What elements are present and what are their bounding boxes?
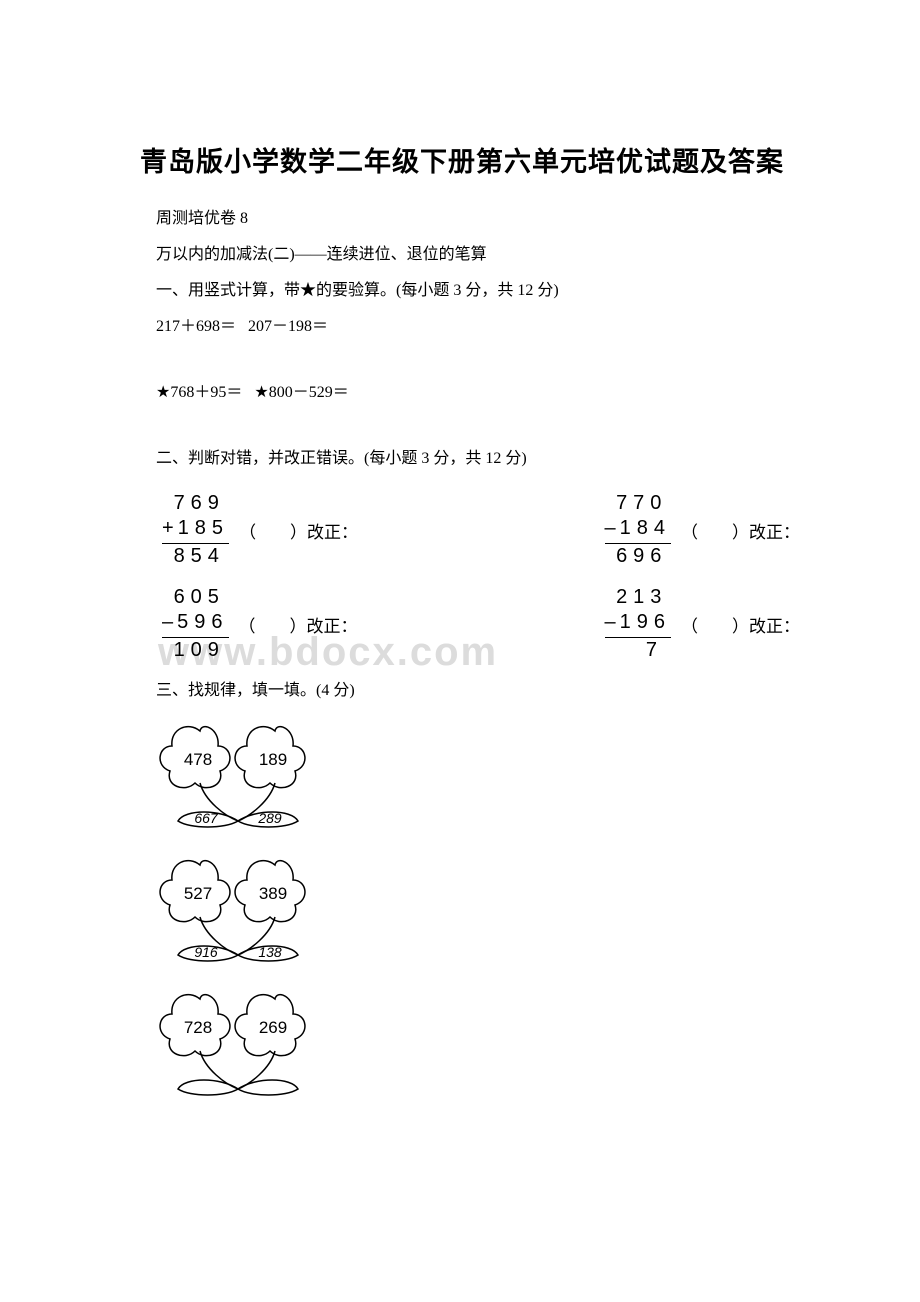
question-1-row-1: 217＋698＝ 207－198＝ bbox=[140, 311, 800, 343]
flower-diagram-2: 527 389 916 138 bbox=[150, 855, 800, 975]
vcalc-1-r1: 769 bbox=[162, 491, 229, 516]
subtitle-line-2: 万以内的加减法(二)——连续进位、退位的笔算 bbox=[140, 239, 800, 271]
page-title: 青岛版小学数学二年级下册第六单元培优试题及答案 bbox=[140, 140, 800, 179]
vcalc-1: 769 +185 854 bbox=[162, 491, 229, 569]
section-3-header: 三、找规律，填一填。(4 分) bbox=[140, 675, 800, 707]
subtitle-line-1: 周测培优卷 8 bbox=[140, 203, 800, 235]
flower1-lleft: 667 bbox=[194, 810, 219, 826]
vcalc-4-r3: 7 bbox=[605, 638, 672, 663]
paren-label-3: （ ）改正： bbox=[239, 612, 358, 637]
q1d: ★800－529＝ bbox=[254, 384, 348, 401]
flower-svg-1: 478 189 667 289 bbox=[150, 721, 330, 836]
flower-svg-2: 527 389 916 138 bbox=[150, 855, 330, 970]
paren-label-2: （ ）改正： bbox=[681, 518, 800, 543]
paren-label-1: （ ）改正： bbox=[239, 518, 358, 543]
vcalc-3: 605 –596 109 bbox=[162, 585, 229, 663]
q1c: ★768＋95＝ bbox=[156, 384, 242, 401]
problem-4: 213 –196 7 （ ）改正： bbox=[583, 585, 801, 663]
vcalc-2-r3: 696 bbox=[605, 544, 672, 569]
flower3-left: 728 bbox=[184, 1018, 212, 1037]
q1a: 217＋698＝ bbox=[156, 318, 236, 335]
section-2-header: 二、判断对错，并改正错误。(每小题 3 分，共 12 分) bbox=[140, 443, 800, 475]
problem-3: 605 –596 109 （ ）改正： bbox=[140, 585, 358, 663]
flower2-lright: 138 bbox=[258, 944, 282, 960]
vcalc-4: 213 –196 7 bbox=[605, 585, 672, 663]
vcalc-1-r2: +185 bbox=[162, 516, 229, 544]
paren-label-4: （ ）改正： bbox=[681, 612, 800, 637]
problems-row-2: 605 –596 109 （ ）改正： 213 –196 7 （ ）改正： bbox=[140, 585, 800, 663]
section-1-header: 一、用竖式计算，带★的要验算。(每小题 3 分，共 12 分) bbox=[140, 275, 800, 307]
vcalc-4-r1: 213 bbox=[605, 585, 672, 610]
flower-diagram-3: 728 269 bbox=[150, 989, 800, 1109]
vcalc-1-r3: 854 bbox=[162, 544, 229, 569]
vcalc-2-r1: 770 bbox=[605, 491, 672, 516]
vcalc-3-r2: –596 bbox=[162, 610, 229, 638]
flower2-lleft: 916 bbox=[194, 944, 218, 960]
vcalc-3-r3: 109 bbox=[162, 638, 229, 663]
question-1-row-2: ★768＋95＝ ★800－529＝ bbox=[140, 377, 800, 409]
flower2-left: 527 bbox=[184, 884, 212, 903]
flower2-right: 389 bbox=[259, 884, 287, 903]
document-content: 青岛版小学数学二年级下册第六单元培优试题及答案 周测培优卷 8 万以内的加减法(… bbox=[140, 140, 800, 1109]
flower-diagram-1: 478 189 667 289 bbox=[150, 721, 800, 841]
problem-1: 769 +185 854 （ ）改正： bbox=[140, 491, 358, 569]
vcalc-2: 770 –184 696 bbox=[605, 491, 672, 569]
flower3-right: 269 bbox=[259, 1018, 287, 1037]
q1b: 207－198＝ bbox=[248, 318, 328, 335]
flower1-left: 478 bbox=[184, 750, 212, 769]
flower1-right: 189 bbox=[259, 750, 287, 769]
vcalc-3-r1: 605 bbox=[162, 585, 229, 610]
flower1-lright: 289 bbox=[257, 810, 282, 826]
problem-2: 770 –184 696 （ ）改正： bbox=[583, 491, 801, 569]
vcalc-2-r2: –184 bbox=[605, 516, 672, 544]
flower-svg-3: 728 269 bbox=[150, 989, 330, 1104]
problems-row-1: 769 +185 854 （ ）改正： 770 –184 696 （ ）改正： bbox=[140, 491, 800, 569]
vcalc-4-r2: –196 bbox=[605, 610, 672, 638]
